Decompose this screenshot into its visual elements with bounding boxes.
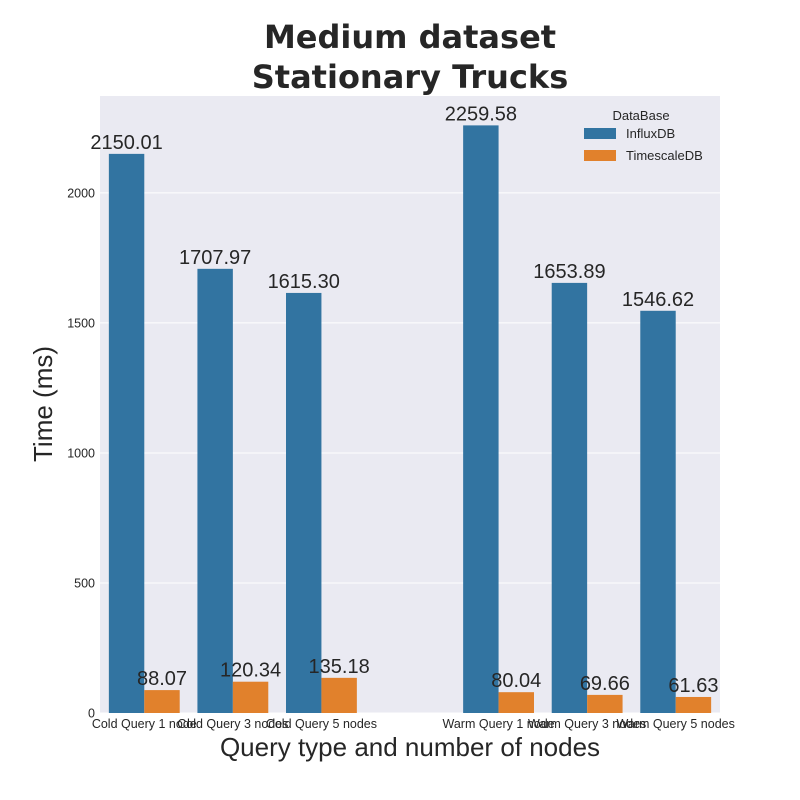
data-label: 69.66 <box>580 673 630 695</box>
x-tick-label: Cold Query 5 nodes <box>266 717 377 731</box>
data-label: 120.34 <box>220 660 281 682</box>
bar-timescaledb <box>232 681 269 713</box>
bar-timescaledb <box>675 696 712 713</box>
legend-title: DataBase <box>612 108 669 123</box>
y-axis-ticks: 0 500 1000 1500 2000 <box>67 186 95 720</box>
bars <box>108 125 712 713</box>
chart-title-line-1: Medium dataset <box>264 18 556 56</box>
y-tick-label: 0 <box>88 707 95 721</box>
legend-label-timescaledb: TimescaleDB <box>626 148 703 163</box>
bar-timescaledb <box>587 694 623 713</box>
chart-title-line-2: Stationary Trucks <box>252 58 569 96</box>
data-label: 2259.58 <box>445 103 517 125</box>
data-label: 88.07 <box>137 668 187 690</box>
bar-influxdb <box>286 292 322 713</box>
data-label: 1615.30 <box>268 271 340 293</box>
bar-influxdb <box>197 268 233 713</box>
data-label: 61.63 <box>668 675 718 697</box>
bar-influxdb <box>463 125 499 713</box>
x-tick-label: Warm Query 1 node <box>443 717 555 731</box>
data-label: 1707.97 <box>179 247 251 269</box>
x-tick-label: Warm Query 5 nodes <box>617 717 735 731</box>
legend: DataBase InfluxDB TimescaleDB <box>584 108 703 163</box>
data-labels: 2150.01 88.07 1707.97 120.34 1615.30 135.18 22… <box>90 103 718 697</box>
y-tick-label: 1500 <box>67 316 95 330</box>
x-tick-label: Cold Query 1 node <box>92 717 197 731</box>
x-axis-label: Query type and number of nodes <box>220 732 600 762</box>
bar-influxdb <box>108 153 145 713</box>
y-tick-label: 1000 <box>67 446 95 460</box>
data-label: 2150.01 <box>90 132 162 154</box>
bar-timescaledb <box>321 677 357 713</box>
bar-timescaledb <box>144 690 180 713</box>
y-axis-label: Time (ms) <box>28 346 58 462</box>
data-label: 135.18 <box>309 656 370 678</box>
legend-label-influxdb: InfluxDB <box>626 126 675 141</box>
y-tick-label: 500 <box>74 576 95 590</box>
plot-area <box>100 96 720 713</box>
data-label: 80.04 <box>491 670 541 692</box>
x-tick-label: Cold Query 3 nodes <box>177 717 288 731</box>
x-tick-label: Warm Query 3 nodes <box>528 717 646 731</box>
y-tick-label: 2000 <box>67 186 95 200</box>
data-label: 1653.89 <box>533 261 605 283</box>
bar-influxdb <box>551 282 588 713</box>
data-label: 1546.62 <box>622 289 694 311</box>
legend-swatch-timescaledb <box>584 150 616 161</box>
legend-swatch-influxdb <box>584 128 616 139</box>
bar-timescaledb <box>498 692 534 713</box>
bar-influxdb <box>640 310 676 713</box>
